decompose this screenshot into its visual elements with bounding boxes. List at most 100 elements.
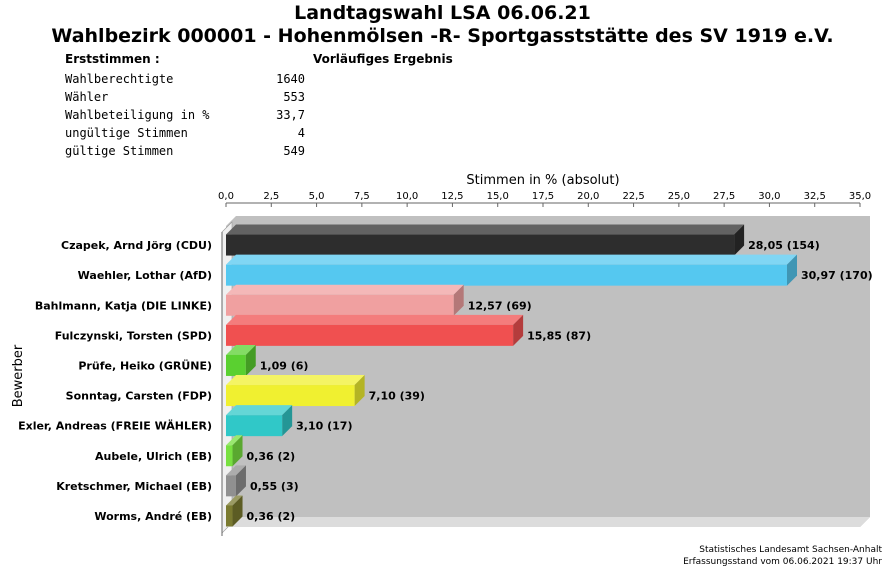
bar <box>226 375 365 407</box>
page-subtitle: Wahlbezirk 000001 - Hohenmölsen -R- Spor… <box>51 25 834 47</box>
bar-top <box>226 405 293 416</box>
bar-side <box>232 435 243 467</box>
category-label: Waehler, Lothar (AfD) <box>78 269 212 282</box>
section-label: Erststimmen : <box>65 52 160 66</box>
bar <box>226 465 246 497</box>
data-label: 12,57 (69) <box>468 299 532 312</box>
x-axis-title: Stimmen in % (absolut) <box>466 173 619 188</box>
bar <box>226 344 256 376</box>
bar-side <box>513 314 524 346</box>
bar <box>226 254 797 286</box>
footer-timestamp: Erfassungsstand vom 06.06.2021 19:37 Uhr <box>683 557 882 567</box>
bar-face <box>226 385 355 407</box>
bar-top <box>226 314 524 325</box>
category-label: Sonntag, Carsten (FDP) <box>66 390 212 403</box>
data-label: 15,85 (87) <box>527 329 591 342</box>
bar <box>226 224 745 256</box>
data-label: 3,10 (17) <box>296 420 352 433</box>
stat-row: Wähler 553 <box>65 90 305 108</box>
bar-face <box>226 445 233 467</box>
category-label: Kretschmer, Michael (EB) <box>56 480 212 493</box>
stat-row: ungültige Stimmen 4 <box>65 126 305 144</box>
bar-face <box>226 505 233 527</box>
x-tick-label: 25,0 <box>668 191 690 202</box>
x-tick-label: 22,5 <box>622 191 644 202</box>
bar <box>226 495 243 527</box>
x-tick-label: 10,0 <box>396 191 418 202</box>
category-label: Czapek, Arnd Jörg (CDU) <box>61 239 212 252</box>
x-tick-label: 7,5 <box>354 191 370 202</box>
stat-value: 549 <box>283 144 305 158</box>
bar-top <box>226 465 246 476</box>
stat-label: Wahlbeteiligung in % <box>65 108 210 122</box>
bar-top <box>226 284 464 295</box>
data-label: 0,36 (2) <box>247 510 296 523</box>
category-label: Aubele, Ulrich (EB) <box>95 450 212 463</box>
bar-side <box>245 344 256 376</box>
bar-face <box>226 354 246 376</box>
data-label: 1,09 (6) <box>260 359 309 372</box>
bar-face <box>226 264 787 286</box>
stat-value: 553 <box>283 90 305 104</box>
data-label: 0,55 (3) <box>250 480 299 493</box>
bar <box>226 435 243 467</box>
stat-row: Wahlbeteiligung in % 33,7 <box>65 108 305 126</box>
x-tick-label: 15,0 <box>487 191 509 202</box>
bar-face <box>226 294 454 316</box>
data-label: 0,36 (2) <box>247 450 296 463</box>
bar-top <box>226 254 797 265</box>
stat-value: 4 <box>297 126 305 140</box>
bar-top <box>226 224 745 235</box>
page-title: Landtagswahl LSA 06.06.21 <box>294 2 591 24</box>
bar-face <box>226 415 283 437</box>
x-tick-label: 5,0 <box>309 191 325 202</box>
bar-side <box>282 405 293 437</box>
bar-top <box>226 344 256 355</box>
bar-face <box>226 324 514 346</box>
stat-label: gültige Stimmen <box>65 144 174 158</box>
x-tick-label: 27,5 <box>713 191 735 202</box>
bar-side <box>786 254 797 286</box>
bar-side <box>734 224 745 256</box>
stat-label: Wahlberechtigte <box>65 72 174 86</box>
bar <box>226 314 524 346</box>
bar-top <box>226 495 243 506</box>
category-label: Fulczynski, Torsten (SPD) <box>55 329 212 342</box>
bar-top <box>226 375 365 386</box>
x-tick-label: 0,0 <box>218 191 234 202</box>
footer-source: Statistisches Landesamt Sachsen-Anhalt <box>699 545 882 555</box>
bar-top <box>226 435 243 446</box>
y-axis-title: Bewerber <box>11 344 26 407</box>
bar-side <box>453 284 464 316</box>
x-tick-label: 20,0 <box>577 191 599 202</box>
bar <box>226 284 464 316</box>
category-label: Worms, André (EB) <box>94 510 212 523</box>
stat-label: Wähler <box>65 90 109 104</box>
bar-side <box>235 465 246 497</box>
x-tick-label: 12,5 <box>441 191 463 202</box>
x-tick-label: 17,5 <box>532 191 554 202</box>
data-label: 28,05 (154) <box>748 239 820 252</box>
x-tick-label: 30,0 <box>758 191 780 202</box>
bar-face <box>226 234 735 256</box>
data-label: 7,10 (39) <box>369 390 425 403</box>
category-label: Prüfe, Heiko (GRÜNE) <box>78 358 212 372</box>
stat-value: 33,7 <box>276 108 305 122</box>
x-tick-label: 2,5 <box>263 191 279 202</box>
data-label: 30,97 (170) <box>801 269 873 282</box>
status-label: Vorläufiges Ergebnis <box>313 52 453 66</box>
category-label: Bahlmann, Katja (DIE LINKE) <box>35 299 212 312</box>
x-tick-label: 32,5 <box>804 191 826 202</box>
stat-row: Wahlberechtigte 1640 <box>65 72 305 90</box>
stat-label: ungültige Stimmen <box>65 126 188 140</box>
bar <box>226 405 293 437</box>
category-label: Exler, Andreas (FREIE WÄHLER) <box>18 419 212 433</box>
plot-floor <box>226 517 870 527</box>
bar-side <box>232 495 243 527</box>
x-tick-label: 35,0 <box>849 191 871 202</box>
bar-side <box>354 375 365 407</box>
bar-face <box>226 475 236 497</box>
stat-row: gültige Stimmen 549 <box>65 144 305 162</box>
stat-value: 1640 <box>276 72 305 86</box>
